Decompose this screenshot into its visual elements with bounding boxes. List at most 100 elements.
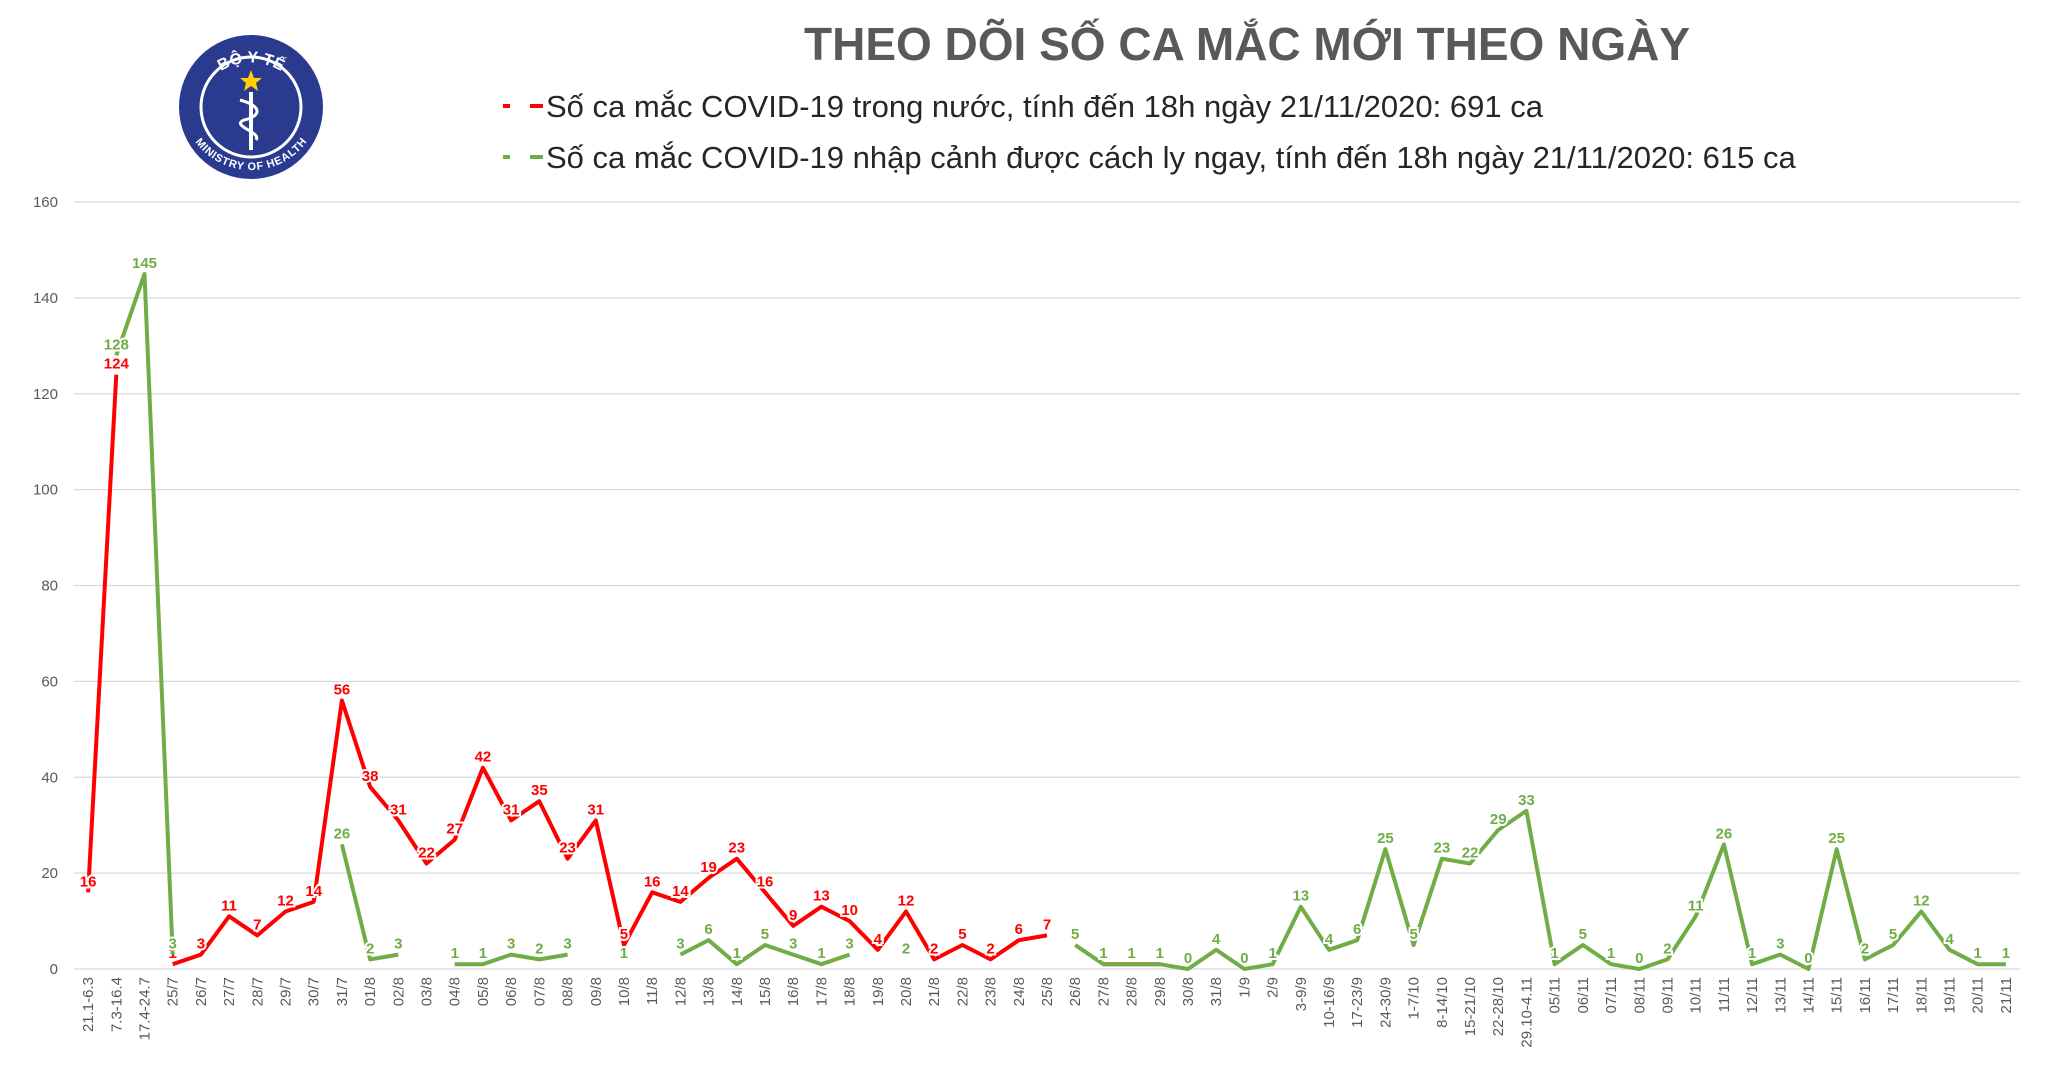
y-tick-label: 20 xyxy=(41,865,58,882)
x-tick-label: 22-28/10 xyxy=(1490,977,1507,1036)
data-label: 1 xyxy=(1127,945,1135,962)
data-label: 1 xyxy=(1156,945,1164,962)
data-label: 1 xyxy=(1156,945,1164,962)
data-label: 12 xyxy=(277,892,294,909)
data-label: 5 xyxy=(1579,926,1587,943)
data-label: 31 xyxy=(390,801,407,818)
x-tick-label: 16/8 xyxy=(785,977,802,1006)
x-tick-label: 1-7/10 xyxy=(1406,977,1423,1020)
chart-title: THEO DÕI SỐ CA MẮC MỚI THEO NGÀY xyxy=(804,18,1690,70)
x-tick-label: 24-30/9 xyxy=(1377,977,1394,1028)
x-tick-label: 31/7 xyxy=(334,977,351,1006)
x-tick-label: 3-9/9 xyxy=(1293,977,1310,1011)
x-tick-label: 10/11 xyxy=(1688,977,1705,1013)
x-tick-label: 04/8 xyxy=(447,977,464,1006)
x-tick-label: 29.10-4.11 xyxy=(1518,977,1535,1048)
x-tick-label: 30/8 xyxy=(1180,977,1197,1006)
data-label: 13 xyxy=(813,888,830,905)
data-label: 6 xyxy=(704,921,712,938)
data-label: 9 xyxy=(789,907,797,924)
data-label: 0 xyxy=(1635,950,1643,967)
data-label: 1 xyxy=(2002,945,2010,962)
x-tick-label: 19/11 xyxy=(1941,977,1958,1013)
data-label: 2 xyxy=(1663,940,1671,957)
data-label: 3 xyxy=(676,936,684,953)
x-tick-label: 8-14/10 xyxy=(1434,977,1451,1028)
data-label: 11 xyxy=(221,897,237,914)
x-tick-label: 17.4-24.7 xyxy=(137,977,154,1040)
x-tick-label: 18/8 xyxy=(842,977,859,1006)
x-tick-label: 28/7 xyxy=(249,977,266,1006)
x-tick-label: 7.3-16.4 xyxy=(108,977,125,1032)
data-label: 7 xyxy=(253,916,261,933)
data-label: 1 xyxy=(620,945,628,962)
x-tick-label: 17-23/9 xyxy=(1349,977,1366,1028)
data-label: 42 xyxy=(475,749,492,766)
x-tick-label: 30/7 xyxy=(306,977,323,1006)
data-label: 4 xyxy=(1212,931,1221,948)
data-label: 6 xyxy=(1015,921,1023,938)
logo: BỘ Y TẾ MINISTRY OF HEALTH xyxy=(179,35,323,179)
data-label: 14 xyxy=(305,883,322,900)
x-tick-label: 19/8 xyxy=(870,977,887,1006)
data-label: 7 xyxy=(1043,916,1051,933)
x-tick-label: 1/9 xyxy=(1236,977,1253,998)
data-label: 1 xyxy=(479,945,487,962)
x-tick-label: 12/11 xyxy=(1744,977,1761,1013)
x-tick-label: 08/8 xyxy=(560,977,577,1006)
x-tick-label: 08/11 xyxy=(1631,977,1648,1013)
data-label: 5 xyxy=(620,926,628,943)
data-label: 2 xyxy=(535,940,543,957)
y-tick-label: 100 xyxy=(33,482,58,499)
data-label: 1 xyxy=(1099,945,1107,962)
data-label: 2 xyxy=(366,940,374,957)
x-tick-label: 21.1-6.3 xyxy=(80,977,97,1032)
x-tick-label: 06/11 xyxy=(1575,977,1592,1013)
x-tick-label: 10-16/9 xyxy=(1321,977,1338,1028)
data-label: 29 xyxy=(1490,811,1507,828)
data-label: 1 xyxy=(733,945,741,962)
x-tick-label: 27/7 xyxy=(221,977,238,1006)
data-label: 5 xyxy=(958,926,966,943)
x-tick-label: 20/8 xyxy=(898,977,915,1006)
data-label: 12 xyxy=(1913,892,1930,909)
data-label: 3 xyxy=(169,936,177,953)
x-tick-label: 15/8 xyxy=(757,977,774,1006)
data-label: 1 xyxy=(1099,945,1107,962)
data-label: 23 xyxy=(1433,840,1450,857)
data-label: 31 xyxy=(587,801,604,818)
data-label: 1 xyxy=(1607,945,1615,962)
x-tick-label: 18/11 xyxy=(1913,977,1930,1013)
data-label: 3 xyxy=(845,936,853,953)
y-tick-label: 40 xyxy=(41,769,58,786)
data-label: 0 xyxy=(1240,950,1248,967)
x-tick-label: 16/11 xyxy=(1857,977,1874,1013)
data-label: 1 xyxy=(1748,945,1756,962)
data-label: 1 xyxy=(817,945,825,962)
data-label: 16 xyxy=(757,873,774,890)
legend-label: Số ca mắc COVID-19 trong nước, tính đến … xyxy=(546,89,1544,124)
data-label: 27 xyxy=(446,821,463,838)
x-tick-label: 03/8 xyxy=(419,977,436,1006)
data-label: 25 xyxy=(1828,830,1845,847)
series-line xyxy=(114,271,2006,971)
data-label: 5 xyxy=(1071,926,1079,943)
data-label: 3 xyxy=(1776,936,1784,953)
data-label: 12 xyxy=(898,892,915,909)
data-label: 1 xyxy=(1127,945,1135,962)
x-tick-label: 17/11 xyxy=(1885,977,1902,1013)
x-tick-label: 21/8 xyxy=(926,977,943,1006)
data-label: 25 xyxy=(1377,830,1394,847)
x-tick-label: 25/8 xyxy=(1039,977,1056,1006)
x-tick-label: 2/9 xyxy=(1265,977,1282,998)
x-tick-label: 22/8 xyxy=(954,977,971,1006)
x-tick-label: 06/8 xyxy=(503,977,520,1006)
x-tick-label: 29/8 xyxy=(1152,977,1169,1006)
data-label: 4 xyxy=(1325,931,1334,948)
data-label: 13 xyxy=(1292,888,1309,905)
data-label: 16 xyxy=(80,873,97,890)
x-tick-label: 29/7 xyxy=(278,977,295,1006)
data-label: 16 xyxy=(644,873,661,890)
x-tick-label: 09/8 xyxy=(588,977,605,1006)
